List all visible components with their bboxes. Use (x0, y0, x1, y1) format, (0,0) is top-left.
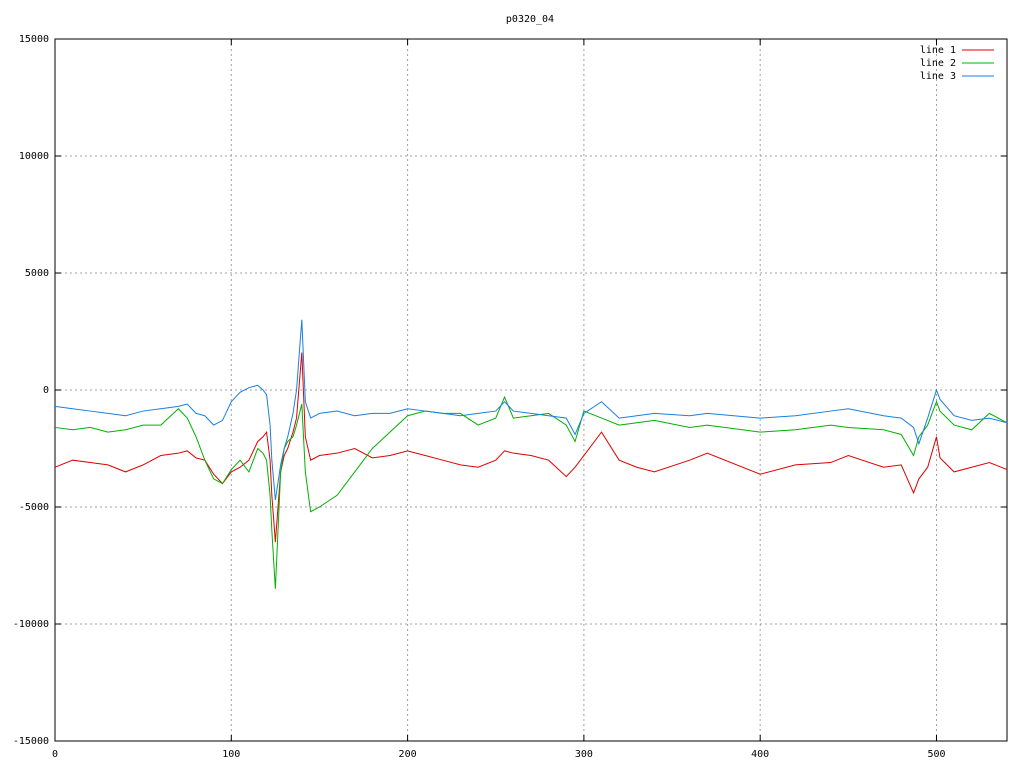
series-line (54, 319, 1008, 501)
series-line (54, 352, 1008, 543)
y-tick-label: -10000 (13, 619, 49, 630)
y-tick-label: -5000 (19, 502, 49, 513)
chart-title: p0320_04 (506, 14, 554, 25)
series-line (54, 395, 1008, 589)
y-tick-label: 10000 (19, 151, 49, 162)
x-tick-label: 0 (52, 749, 58, 760)
x-tick-label: 400 (751, 749, 769, 760)
legend-label: line 1 (920, 45, 956, 56)
x-tick-label: 200 (399, 749, 417, 760)
x-tick-label: 300 (575, 749, 593, 760)
y-tick-label: 15000 (19, 34, 49, 45)
y-tick-label: 5000 (25, 268, 49, 279)
y-tick-label: 0 (43, 385, 49, 396)
legend-label: line 2 (920, 58, 956, 69)
y-tick-label: -15000 (13, 736, 49, 747)
x-tick-label: 500 (927, 749, 945, 760)
plot-frame (54, 38, 1008, 742)
x-tick-label: 100 (222, 749, 240, 760)
legend-label: line 3 (920, 71, 956, 82)
